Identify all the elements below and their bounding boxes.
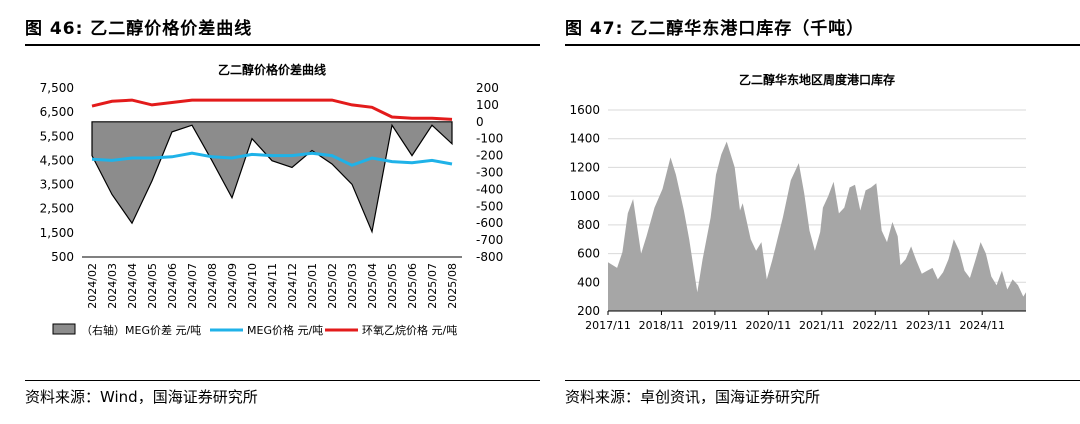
y-left-tick-label: 3,500 <box>40 178 74 192</box>
x-tick-label: 2024/11 <box>266 263 279 309</box>
y-tick-label: 800 <box>577 218 600 232</box>
y-left-tick-label: 7,500 <box>40 81 74 95</box>
series-line-meg-price <box>91 151 453 167</box>
y-left-tick-label: 4,500 <box>40 153 74 167</box>
y-right-tick-label: 100 <box>476 98 499 112</box>
y-tick-label: 200 <box>577 304 600 318</box>
y-right-tick-label: 0 <box>476 115 484 129</box>
y-left-tick-label: 6,500 <box>40 105 74 119</box>
chart-title: 乙二醇价格价差曲线 <box>218 62 326 77</box>
x-tick-label: 2019/11 <box>692 319 738 332</box>
title-rule <box>25 44 540 46</box>
x-tick-label: 2024/03 <box>106 263 119 309</box>
x-tick-label: 2024/09 <box>226 263 239 309</box>
left-figure: 图 46: 乙二醇价格价差曲线 乙二醇价格价差曲线 500 1,500 2,500 3,… <box>25 0 540 424</box>
x-tick-label: 2024/04 <box>126 263 139 309</box>
x-tick-label: 2025/07 <box>426 263 439 309</box>
y-right-tick-label: -400 <box>476 182 503 196</box>
y-right-tick-label: -500 <box>476 199 503 213</box>
meg-spread-chart: 乙二醇价格价差曲线 500 1,500 2,500 3,500 4,500 5,500 6,5… <box>40 62 504 337</box>
source-rule <box>565 380 1080 381</box>
series-line-eo-price <box>91 98 453 121</box>
y-tick-label: 1400 <box>569 132 600 146</box>
x-tick-label: 2021/11 <box>799 319 845 332</box>
x-tick-label: 2023/11 <box>906 319 952 332</box>
x-tick-label: 2022/11 <box>852 319 898 332</box>
source-rule <box>25 380 540 381</box>
x-tick-label: 2024/10 <box>246 263 259 309</box>
y-right-tick-label: -600 <box>476 216 503 230</box>
legend-label: MEG价格 元/吨 <box>247 323 323 337</box>
x-tick-label: 2024/05 <box>146 263 159 309</box>
y-right-tick-label: -300 <box>476 166 503 180</box>
source-note: 资料来源：Wind，国海证券研究所 <box>25 388 258 406</box>
legend-label: （右轴）MEG价差 元/吨 <box>81 323 201 337</box>
y-left-tick-label: 1,500 <box>40 226 74 240</box>
figure-title: 图 46: 乙二醇价格价差曲线 <box>25 19 253 39</box>
legend-label: 环氧乙烷价格 元/吨 <box>362 323 457 337</box>
figure-title: 图 47: 乙二醇华东港口库存（千吨） <box>565 19 865 39</box>
x-tick-label: 2025/05 <box>386 263 399 309</box>
x-tick-label: 2024/06 <box>166 263 179 309</box>
port-inventory-chart: 乙二醇华东地区周度港口库存 200 400 600 800 1000 1200 1400 160… <box>569 72 1026 332</box>
x-tick-label: 2018/11 <box>639 319 685 332</box>
y-tick-label: 1200 <box>569 160 600 174</box>
x-tick-label: 2025/03 <box>346 263 359 309</box>
x-tick-label: 2024/12 <box>286 263 299 309</box>
title-rule <box>565 44 1080 46</box>
x-tick-label: 2025/02 <box>326 263 339 309</box>
y-left-tick-label: 5,500 <box>40 129 74 143</box>
y-tick-label: 1600 <box>569 103 600 117</box>
source-note: 资料来源：卓创资讯，国海证券研究所 <box>565 388 821 406</box>
y-right-tick-label: -200 <box>476 149 503 163</box>
x-tick-label: 2017/11 <box>585 319 631 332</box>
legend-swatch-meg-spread <box>52 323 76 335</box>
x-tick-label: 2025/04 <box>366 263 379 309</box>
x-tick-label: 2025/08 <box>446 263 459 309</box>
right-figure: 图 47: 乙二醇华东港口库存（千吨） 乙二醇华东地区周度港口库存 200 400 6… <box>565 0 1080 424</box>
y-tick-label: 400 <box>577 275 600 289</box>
y-right-tick-label: 200 <box>476 81 499 95</box>
series-area-meg-spread <box>91 121 453 234</box>
x-tick-label: 2024/11 <box>959 319 1005 332</box>
y-left-tick-label: 500 <box>51 250 74 264</box>
x-tick-label: 2020/11 <box>746 319 792 332</box>
y-tick-label: 1000 <box>569 189 600 203</box>
chart-title: 乙二醇华东地区周度港口库存 <box>739 72 895 87</box>
x-tick-label: 2025/06 <box>406 263 419 309</box>
y-tick-label: 600 <box>577 247 600 261</box>
x-tick-label: 2024/08 <box>206 263 219 309</box>
x-tick-label: 2024/02 <box>86 263 99 309</box>
x-tick-label: 2024/07 <box>186 263 199 309</box>
y-right-tick-label: -100 <box>476 132 503 146</box>
x-tick-label: 2025/01 <box>306 263 319 309</box>
series-area-inventory <box>608 141 1026 311</box>
y-right-tick-label: -700 <box>476 233 503 247</box>
y-right-tick-label: -800 <box>476 250 503 264</box>
y-left-tick-label: 2,500 <box>40 202 74 216</box>
